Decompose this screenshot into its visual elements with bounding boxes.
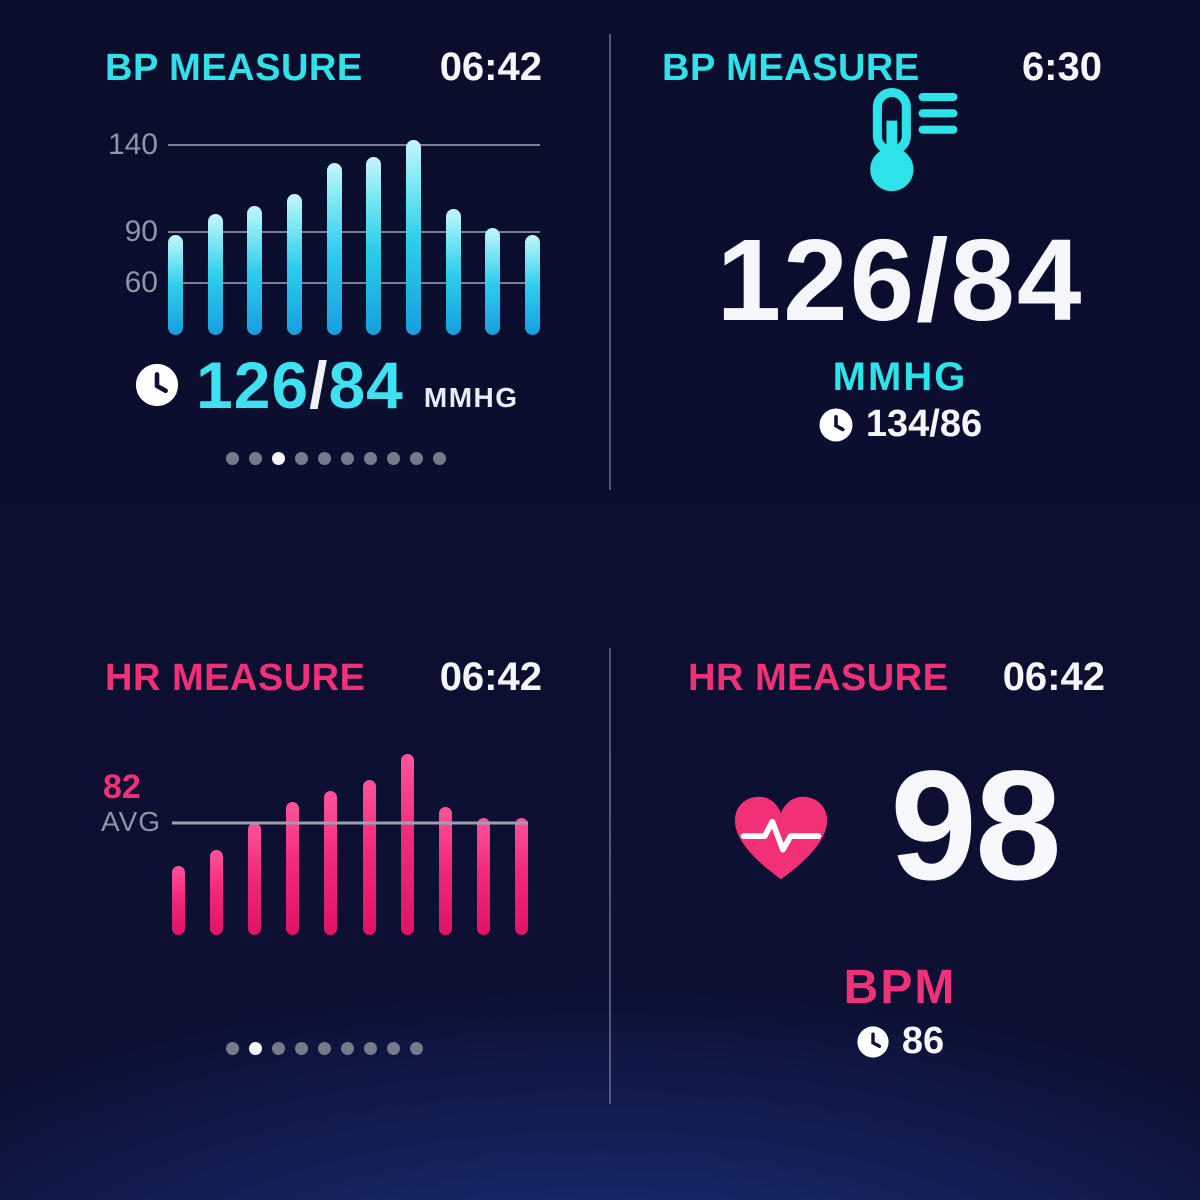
chart-bar [485,228,501,335]
panel-header: HR MEASURE 06:42 [688,655,1105,700]
panel-time: 06:42 [1002,655,1105,699]
chart-bar [362,780,376,935]
clock-icon [856,1025,890,1059]
bp-chart-panel: BP MEASURE 06:42 140 90 60 126/84 MMHG [0,0,600,600]
pager-dot[interactable] [272,1042,285,1055]
clock-icon [134,362,180,408]
average-line [172,821,528,825]
heart-ecg-icon [728,792,834,888]
bp-bar-chart: 140 90 60 [108,128,540,335]
diastolic-value: 84 [950,215,1084,345]
chart-bar [405,140,421,335]
chart-bar [366,157,382,335]
panel-time: 6:30 [1021,45,1102,89]
panel-header: BP MEASURE 06:42 [105,45,542,90]
value-separator: / [929,403,940,445]
hr-history-row: 86 [660,1020,1140,1063]
chart-bar [400,753,414,935]
chart-bar [438,807,452,935]
panel-header: BP MEASURE 6:30 [662,45,1102,90]
chart-bar [445,209,461,335]
pager-dot[interactable] [318,1042,331,1055]
bp-unit-label: MMHG [423,382,519,413]
hr-main-panel: HR MEASURE 06:42 98 BPM 86 [600,600,1200,1200]
value-separator: / [309,348,329,422]
systolic-value: 126 [196,348,310,422]
pager-dot[interactable] [341,452,354,465]
chart-bar [248,823,262,935]
pager-dot-active[interactable] [272,452,285,465]
panel-header: HR MEASURE 06:42 [105,655,542,700]
pager-dot[interactable] [387,452,400,465]
pager-dot[interactable] [318,452,331,465]
pager-dot[interactable] [410,452,423,465]
bp-history-value: 134/86 [866,403,982,446]
page-indicator [226,1042,423,1055]
vertical-divider [609,34,611,490]
gridline [168,282,540,285]
chart-gridlines: 140 90 60 [108,128,540,335]
clock-icon [818,407,854,443]
bp-main-value: 126/84 [660,222,1140,338]
panel-title: HR MEASURE [688,657,949,699]
panel-title: HR MEASURE [105,657,366,699]
pager-dot[interactable] [364,1042,377,1055]
chart-bar [324,791,338,935]
chart-bar [286,801,300,935]
vertical-divider [609,648,611,1104]
page-indicator [226,452,446,465]
chart-bar [326,162,342,335]
bp-main-panel: BP MEASURE 6:30 126/84 MMHG 134/86 [600,0,1200,600]
hr-unit-label: BPM [843,961,957,1014]
diastolic-value: 84 [328,348,404,422]
panel-time: 06:42 [439,45,542,89]
chart-bar [168,234,183,335]
hr-average-value: 82 [103,768,141,806]
y-tick-label: 90 [124,214,158,248]
hr-bar-chart [172,735,528,935]
chart-bars [172,735,528,935]
diastolic-value: 86 [939,403,983,445]
chart-bars [168,128,540,335]
systolic-value: 126 [716,215,917,345]
hr-average-label: AVG [101,806,162,837]
chart-bar [207,214,223,335]
panel-title: BP MEASURE [662,47,920,89]
pager-dot[interactable] [410,1042,423,1055]
hr-history-value: 86 [901,1020,945,1062]
systolic-value: 134 [865,403,930,445]
panel-time: 06:42 [439,655,542,699]
pager-dot[interactable] [341,1042,354,1055]
thermometer-icon [660,88,1140,193]
gridline [168,144,540,147]
value-separator: / [916,215,951,345]
bp-reading-value: 126/84 [196,352,404,418]
chart-bar [524,234,540,335]
chart-bar [172,865,185,935]
hr-main-value: 98 [890,739,1062,913]
chart-bar [286,193,302,335]
y-tick-label: 140 [107,128,158,162]
pager-dot[interactable] [226,452,239,465]
hr-chart-panel: HR MEASURE 06:42 82 AVG 086 BPM [0,600,600,1200]
pager-dot[interactable] [295,452,308,465]
panel-title: BP MEASURE [105,47,363,89]
chart-bar [514,817,528,935]
chart-bar [247,205,263,335]
chart-bar [210,849,224,935]
bp-reading: 126/84 MMHG [134,352,519,418]
pager-dot[interactable] [433,452,446,465]
pager-dot-active[interactable] [249,1042,262,1055]
pager-dot[interactable] [387,1042,400,1055]
pager-dot[interactable] [364,452,377,465]
bp-unit-label: MMHG [832,355,968,399]
chart-bar [476,817,490,935]
pager-dot[interactable] [226,1042,239,1055]
gridline [168,230,540,233]
bp-history-row: 134/86 [660,403,1140,446]
pager-dot[interactable] [249,452,262,465]
y-tick-label: 60 [124,266,158,300]
pager-dot[interactable] [295,1042,308,1055]
